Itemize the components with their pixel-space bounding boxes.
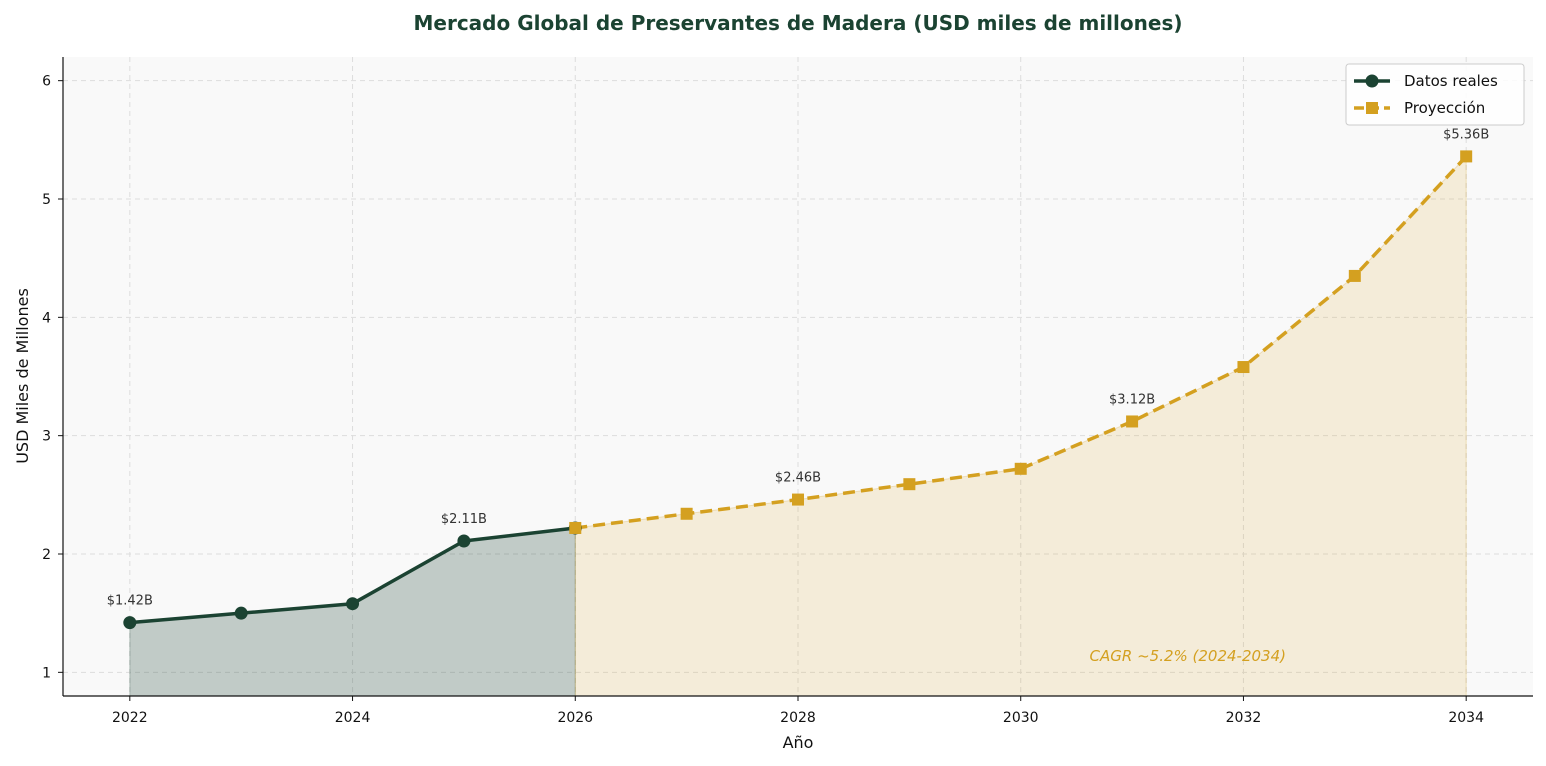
data-point — [792, 493, 804, 506]
data-point — [1237, 361, 1250, 374]
x-tick-label: 2034 — [1448, 710, 1484, 726]
x-tick-label: 2028 — [780, 710, 816, 726]
data-point — [346, 597, 360, 611]
data-point — [1348, 269, 1361, 282]
legend-box — [1345, 63, 1525, 126]
data-label: $2.46B — [775, 471, 821, 486]
legend-marker — [1366, 102, 1378, 114]
cagr-annotation: CAGR ~5.2% (2024-2034) — [1090, 647, 1286, 665]
grid — [63, 57, 1533, 696]
x-tick-label: 2022 — [112, 710, 148, 726]
axes — [58, 57, 1533, 701]
x-axis-label: Año — [783, 733, 814, 752]
y-tick-label: 2 — [42, 547, 51, 563]
x-tick-label: 2030 — [1003, 710, 1039, 726]
data-point — [680, 507, 693, 520]
data-point — [569, 521, 582, 534]
series-markers — [123, 150, 1473, 630]
data-label: $5.36B — [1443, 127, 1489, 142]
data-point — [234, 606, 248, 620]
data-point — [903, 478, 916, 491]
legend-marker — [1365, 74, 1379, 88]
legend-entry: Datos reales — [1404, 72, 1498, 90]
data-point — [1014, 462, 1027, 475]
y-tick-label: 3 — [42, 429, 51, 445]
y-tick-label: 1 — [42, 665, 51, 681]
data-point — [123, 616, 137, 630]
x-tick-label: 2032 — [1226, 710, 1262, 726]
data-point — [457, 534, 471, 548]
y-tick-label: 5 — [42, 192, 51, 208]
data-label: $3.12B — [1109, 392, 1155, 407]
x-tick-label: 2026 — [557, 710, 593, 726]
legend-entry: Proyección — [1404, 99, 1485, 117]
legend: Datos reales Proyección — [1345, 63, 1525, 126]
data-label: $1.42B — [107, 594, 153, 609]
tick-labels: 2022 2024 2026 2028 2030 2032 2034 1 2 3 4 5 6 — [42, 74, 1484, 726]
data-point — [1126, 415, 1139, 428]
series-line-projection — [575, 155, 1468, 530]
y-tick-label: 4 — [42, 310, 51, 326]
chart-title: Mercado Global de Preservantes de Madera… — [414, 11, 1183, 35]
y-axis-label: USD Miles de Millones — [13, 288, 32, 464]
data-label: $2.11B — [441, 512, 487, 527]
data-point — [1460, 150, 1473, 163]
data-labels: $1.42B $2.11B $2.46B $3.12B $5.36B — [107, 127, 1490, 608]
y-tick-label: 6 — [42, 74, 51, 90]
x-tick-label: 2024 — [335, 710, 371, 726]
